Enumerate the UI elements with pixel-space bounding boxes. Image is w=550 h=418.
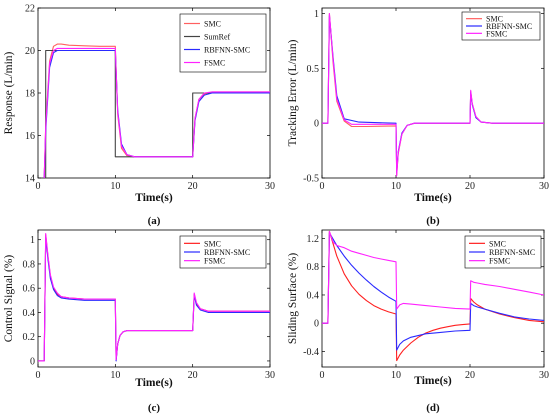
- y-tick-label: 22: [25, 4, 35, 15]
- legend-entry: RBFNN-SMC: [489, 248, 535, 257]
- x-axis-title: Time(s): [414, 375, 452, 387]
- y-tick-label: 20: [25, 46, 35, 57]
- x-tick-label: 30: [265, 370, 275, 381]
- x-tick-label: 10: [110, 181, 120, 192]
- series-line-sumref: [45, 49, 270, 178]
- y-tick-label: 0.2: [23, 332, 36, 343]
- x-axis-title: Time(s): [135, 192, 173, 204]
- y-tick-label: 18: [25, 89, 35, 100]
- legend-entry: RBFNN-SMC: [486, 22, 532, 31]
- series-line-rbfnn-smc: [322, 232, 544, 351]
- y-tick-label: 0: [314, 119, 319, 130]
- y-tick-label: 1: [314, 9, 319, 20]
- y-tick-label: -0.4: [303, 347, 319, 358]
- x-tick-label: 20: [188, 370, 198, 381]
- legend-entry: RBFNN-SMC: [204, 248, 250, 257]
- y-tick-label: 0.5: [307, 64, 320, 75]
- y-tick-label: 0.8: [307, 262, 320, 273]
- y-axis-title: Tracking Error (L/min): [287, 39, 299, 146]
- panel-label: (d): [426, 402, 440, 414]
- x-tick-label: 0: [320, 370, 325, 381]
- y-tick-label: 14: [25, 174, 35, 185]
- y-tick-label: 1.2: [307, 234, 320, 245]
- panel-label: (b): [426, 215, 440, 227]
- y-tick-label: 0: [314, 319, 319, 330]
- y-tick-label: 0.4: [307, 290, 320, 301]
- x-axis-title: Time(s): [135, 377, 173, 389]
- series-line-fsmc: [322, 12, 544, 177]
- x-tick-label: 0: [36, 181, 41, 192]
- x-tick-label: 20: [465, 181, 475, 192]
- series-line-fsmc: [38, 233, 270, 362]
- legend-entry: FSMC: [204, 59, 225, 68]
- y-axis-title: Control Signal (%): [3, 255, 15, 343]
- x-tick-label: 20: [188, 181, 198, 192]
- panel-label: (a): [148, 215, 161, 227]
- series-line-fsmc: [43, 47, 270, 178]
- legend-entry: FSMC: [204, 257, 225, 266]
- x-tick-label: 10: [391, 181, 401, 192]
- legend-entry: SumRef: [204, 33, 231, 42]
- legend-entry: FSMC: [489, 257, 510, 266]
- series-line-smc: [322, 230, 544, 362]
- legend-entry: RBFNN-SMC: [204, 46, 250, 55]
- y-tick-label: 0: [30, 356, 35, 367]
- legend-entry: SMC: [204, 20, 221, 29]
- x-tick-label: 10: [110, 370, 120, 381]
- y-tick-label: 16: [25, 131, 35, 142]
- legend: SMC SumRef RBFNN-SMC FSMC: [179, 13, 267, 73]
- x-tick-label: 30: [265, 181, 275, 192]
- y-axis-title: Sliding Surface (%): [287, 253, 299, 345]
- legend-entry: SMC: [204, 239, 221, 248]
- legend-entry: SMC: [489, 239, 506, 248]
- y-tick-label: 1: [30, 235, 35, 246]
- y-tick-label: 0.4: [23, 308, 36, 319]
- series-line-fsmc: [322, 230, 544, 324]
- x-tick-label: 30: [539, 370, 549, 381]
- x-tick-label: 10: [391, 370, 401, 381]
- chart-panel-a: 0 10 20 30 14 16 18 20 22 SMC SumRef RBFNN-SMC FSMC T…: [3, 4, 275, 228]
- y-tick-label: 0.8: [23, 259, 36, 270]
- x-tick-label: 0: [36, 370, 41, 381]
- x-tick-label: 30: [539, 181, 549, 192]
- x-tick-label: 0: [320, 181, 325, 192]
- y-axis-title: Response (L/min): [3, 51, 15, 134]
- panel-label: (c): [148, 402, 161, 414]
- x-axis-title: Time(s): [414, 192, 452, 204]
- legend-entry: SMC: [486, 15, 503, 24]
- chart-panel-b: 0 10 20 30-0.500.51 SMCRBFNN-SMCFSMCTime(s)T…: [287, 7, 549, 227]
- y-tick-label: 0.6: [23, 284, 36, 295]
- legend-entry: FSMC: [486, 29, 507, 38]
- y-tick-label: -0.5: [303, 174, 319, 185]
- x-tick-label: 20: [465, 370, 475, 381]
